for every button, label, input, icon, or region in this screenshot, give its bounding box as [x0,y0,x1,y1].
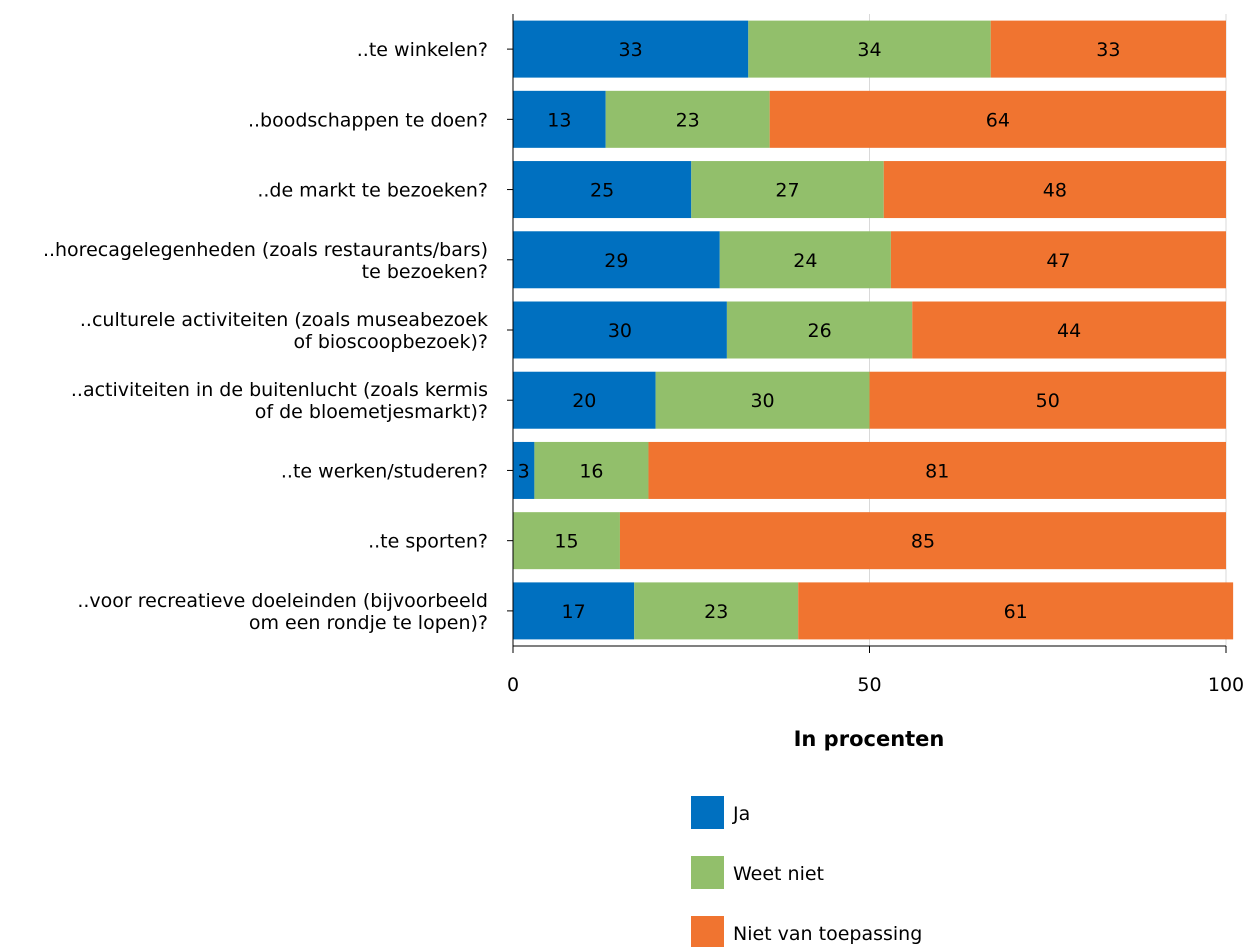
category-label: te bezoeken? [362,261,488,283]
bar-segment [605,90,770,148]
data-label: 34 [857,39,881,61]
category-labels: ..te winkelen? ..boodschappen te doen? ..d… [43,39,488,634]
category-label: ..te winkelen? [357,39,488,61]
bar-segment [655,371,870,429]
bar-segment [883,161,1226,219]
data-label: 33 [1096,39,1120,61]
data-label: 26 [807,320,831,342]
category-label: ..horecagelegenheden (zoals restaurants/… [43,239,488,261]
x-tick-label: 50 [857,674,881,696]
category-label: ..boodschappen te doen? [248,109,488,131]
data-label: 85 [911,531,935,553]
category-label: ..voor recreatieve doeleinden (bijvoorbe… [77,590,488,612]
bar-segment [513,582,635,640]
data-label: 61 [1004,601,1028,623]
data-label: 15 [554,531,578,553]
bar-segment [513,301,727,359]
data-label: 23 [676,109,700,131]
data-label: 16 [579,460,603,482]
bar-segment [890,231,1226,289]
data-label: 81 [925,460,949,482]
bar-segment [726,301,913,359]
bar-segment [513,441,535,499]
category-label: ..te werken/studeren? [281,460,488,482]
category-label: ..de markt te bezoeken? [257,180,488,202]
legend-swatch [691,916,724,947]
x-tick-label: 100 [1208,674,1244,696]
data-label: 13 [547,109,571,131]
bar-segment [691,161,884,219]
bar-segment [798,582,1234,640]
x-axis-title: In procenten [794,727,945,751]
legend-label: Niet van toepassing [733,923,922,945]
category-label: of de bloemetjesmarkt)? [255,401,488,423]
bars: 33 34 33 13 23 64 25 27 48 29 24 47 30 26 44 20 30 50 3 16 8… [513,20,1234,640]
category-label: ..te sporten? [368,531,488,553]
bar-segment [513,512,620,570]
legend-label: Ja [732,803,750,825]
category-label: om een rondje te lopen)? [249,612,488,634]
bar-segment [513,161,692,219]
bar-segment [513,90,606,148]
data-label: 30 [750,390,774,412]
bar-segment [634,582,799,640]
data-label: 17 [562,601,586,623]
category-label: ..culturele activiteiten (zoals museabez… [80,309,488,331]
legend-label: Weet niet [733,863,824,885]
bar-segment [648,441,1226,499]
axes: 0 50 100 [507,14,1244,696]
category-label: ..activiteiten in de buitenlucht (zoals … [71,379,488,401]
bar-segment [990,20,1226,78]
data-label: 23 [704,601,728,623]
category-label: of bioscoopbezoek)? [293,331,488,353]
bar-segment [513,231,720,289]
legend-swatch [691,796,724,829]
data-label: 44 [1057,320,1081,342]
data-label: 24 [793,250,817,272]
data-label: 47 [1046,250,1070,272]
bar-segment [619,512,1226,570]
legend-swatch [691,856,724,889]
data-label: 48 [1043,180,1067,202]
data-label: 30 [608,320,632,342]
data-label: 33 [619,39,643,61]
data-label: 3 [518,460,530,482]
legend: Ja Weet niet Niet van toepassing [691,796,922,947]
data-label: 27 [775,180,799,202]
data-label: 64 [986,109,1010,131]
bar-segment [534,441,649,499]
bar-segment [719,231,891,289]
bar-segment [513,371,656,429]
data-label: 50 [1036,390,1060,412]
bar-segment [513,20,749,78]
bar-segment [869,371,1226,429]
data-label: 20 [572,390,596,412]
data-label: 29 [604,250,628,272]
x-tick-label: 0 [507,674,519,696]
bar-segment [769,90,1226,148]
bar-segment [912,301,1226,359]
bar-segment [748,20,991,78]
data-label: 25 [590,180,614,202]
